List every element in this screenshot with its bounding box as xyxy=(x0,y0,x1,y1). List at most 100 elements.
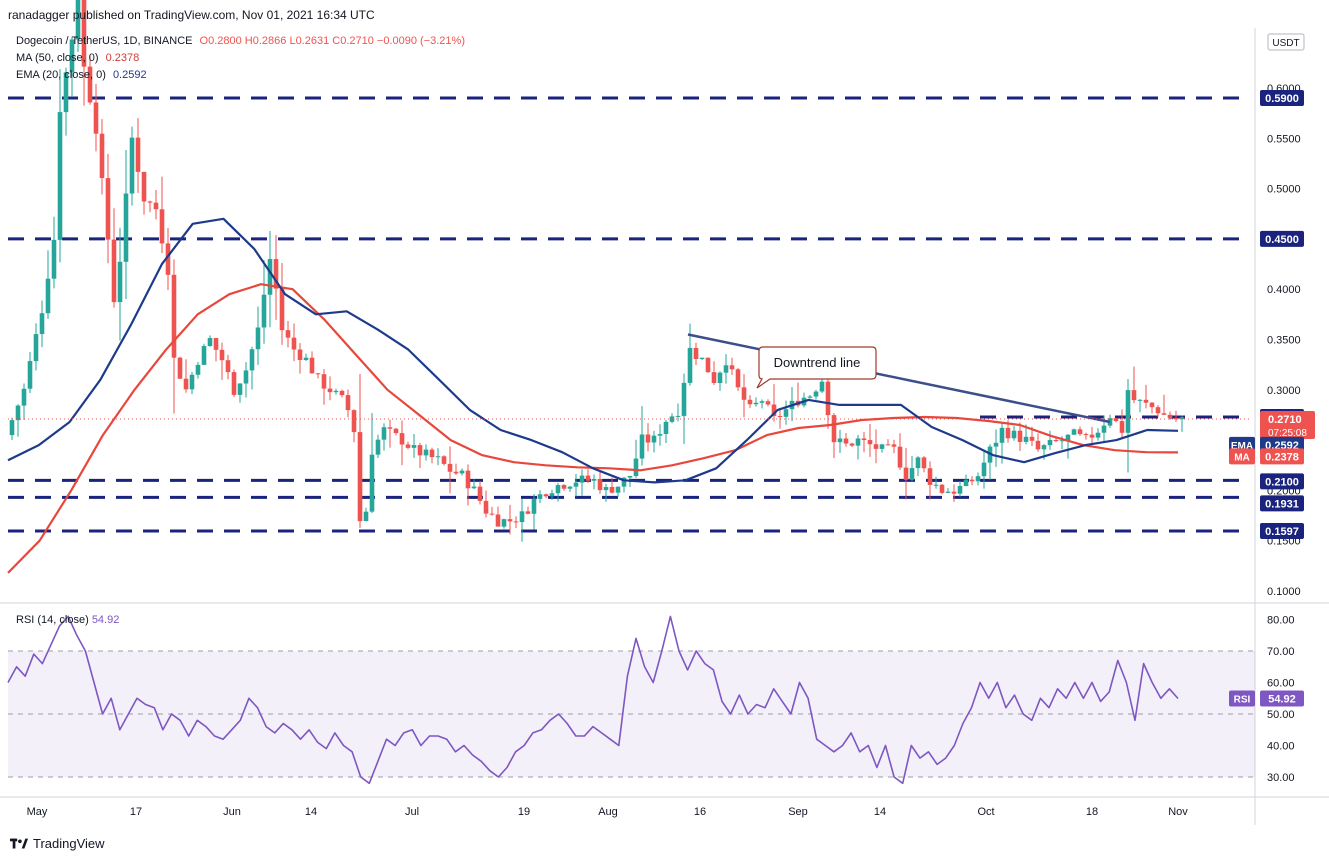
ma-legend[interactable]: MA (50, close, 0) 0.2378 xyxy=(16,52,143,64)
candle-body xyxy=(243,370,249,384)
y-tick-label: 0.1000 xyxy=(1267,586,1301,598)
candle-body xyxy=(813,391,819,397)
candle-body xyxy=(699,357,705,360)
candle-body xyxy=(1059,440,1065,442)
footer-brand[interactable]: TradingView xyxy=(10,836,105,851)
ema-legend[interactable]: EMA (20, close, 0) 0.2592 xyxy=(16,69,151,81)
candle-body xyxy=(141,171,147,202)
candle-body xyxy=(969,479,975,482)
candle-body xyxy=(237,383,243,395)
candle-body xyxy=(309,357,315,374)
candle-body xyxy=(651,435,657,443)
candle-body xyxy=(573,482,579,487)
last-price-tag-bg xyxy=(1260,410,1315,439)
candle-body xyxy=(765,401,771,405)
rsi-y-tick-label: 30.00 xyxy=(1267,772,1295,784)
candle-body xyxy=(1023,436,1029,442)
rsi-label: RSI (14, close) xyxy=(16,614,89,626)
rsi-value-tag-bg xyxy=(1260,690,1304,707)
candle-body xyxy=(69,39,75,73)
candle-body xyxy=(675,415,681,417)
candle-body xyxy=(327,388,333,393)
candle-body xyxy=(117,261,123,303)
currency-box xyxy=(1267,33,1305,51)
ema-label: EMA (20, close, 0) xyxy=(16,69,106,81)
candle-body xyxy=(819,381,825,392)
candle-body xyxy=(831,415,837,443)
x-tick-label: Nov xyxy=(1168,806,1188,818)
candle-body xyxy=(435,456,441,458)
candle-body xyxy=(501,519,507,527)
y-tick-label: 0.3500 xyxy=(1267,335,1301,347)
candle-body xyxy=(195,364,201,375)
candle-body xyxy=(549,493,555,497)
candle-body xyxy=(657,434,663,436)
rsi-y-tick-label: 60.00 xyxy=(1267,678,1295,690)
level-tag-bg xyxy=(1260,522,1304,539)
candle-body xyxy=(597,478,603,491)
level-tag: 0.4500 xyxy=(1265,234,1299,246)
callout xyxy=(756,346,877,389)
tradingview-logo-icon xyxy=(10,838,28,848)
candle-body xyxy=(459,470,465,474)
candle-body xyxy=(771,404,777,417)
rsi-y-tick-label: 50.00 xyxy=(1267,709,1295,721)
candle-body xyxy=(261,294,267,328)
candle-body xyxy=(711,372,717,384)
candle-body xyxy=(81,0,87,67)
candle-body xyxy=(543,494,549,497)
level-tag-bg xyxy=(1260,90,1304,107)
candle-body xyxy=(321,374,327,389)
candle-body xyxy=(1095,432,1101,438)
candle-body xyxy=(837,438,843,443)
candle-body xyxy=(333,390,339,393)
candle-body xyxy=(1131,390,1137,401)
candle-body xyxy=(477,486,483,501)
candle-body xyxy=(15,405,21,421)
candle-body xyxy=(417,445,423,456)
candle-body xyxy=(447,463,453,472)
candle-body xyxy=(561,485,567,489)
candle-body xyxy=(609,487,615,493)
candle-body xyxy=(231,372,237,395)
ma-value: 0.2378 xyxy=(105,52,140,64)
candle-body xyxy=(603,487,609,491)
level-tag: 0.1597 xyxy=(1265,526,1299,538)
candle-body xyxy=(153,202,159,210)
candle-body xyxy=(1143,399,1149,403)
candle-body xyxy=(87,66,93,103)
candle-body xyxy=(1119,421,1125,433)
x-tick-label: 17 xyxy=(130,806,142,818)
rsi-line xyxy=(7,615,1179,785)
ma-price-tag-bg xyxy=(1260,448,1304,465)
candle-body xyxy=(1041,445,1047,450)
rsi-legend[interactable]: RSI (14, close) 54.92 xyxy=(16,614,119,626)
candle-body xyxy=(411,445,417,448)
callout-text: Downtrend line xyxy=(774,355,861,370)
candle-body xyxy=(303,357,309,361)
candle-body xyxy=(903,467,909,480)
candle-body xyxy=(399,433,405,445)
ma-side-tag-bg xyxy=(1229,448,1255,465)
candle-body xyxy=(825,381,831,416)
candle-body xyxy=(747,399,753,405)
brand-name: TradingView xyxy=(33,836,105,851)
rsi-y-tick-label: 70.00 xyxy=(1267,646,1295,658)
callout-bubble xyxy=(756,346,877,389)
candle-body xyxy=(495,514,501,527)
candle-body xyxy=(273,259,279,289)
ema-20-line xyxy=(7,217,1179,484)
level-tag: 0.2100 xyxy=(1265,476,1299,488)
symbol-legend[interactable]: Dogecoin / TetherUS, 1D, BINANCE O0.2800… xyxy=(16,35,469,47)
candle-body xyxy=(1083,434,1089,436)
x-tick-label: Aug xyxy=(598,806,618,818)
ema-value: 0.2592 xyxy=(112,69,147,81)
candle-body xyxy=(951,491,957,494)
candle-body xyxy=(759,401,765,403)
candle-body xyxy=(663,421,669,435)
candle-body xyxy=(741,387,747,400)
candle-body xyxy=(1011,430,1017,439)
candle-body xyxy=(1167,414,1173,418)
